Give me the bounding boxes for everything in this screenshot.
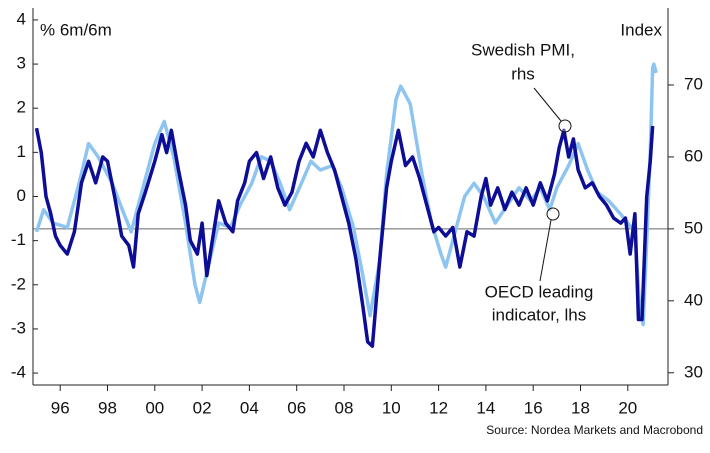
annotation-pointers	[533, 87, 572, 282]
y-tick-label: 1	[17, 142, 26, 161]
y2-tick-label: 60	[684, 146, 703, 165]
pointer-line	[533, 87, 562, 122]
x-tick-label: 04	[240, 398, 259, 417]
y2-tick-label: 40	[684, 290, 703, 309]
x-tick-label: 02	[193, 398, 212, 417]
y-tick-label: -4	[11, 363, 26, 382]
annotation: indicator, lhs	[492, 305, 587, 324]
left-axis-label: % 6m/6m	[40, 20, 112, 39]
y-tick-label: 4	[17, 9, 26, 28]
y-tick-label: 0	[17, 186, 26, 205]
pointer-circle	[558, 119, 572, 133]
source: Source: Nordea Markets and Macrobond	[486, 423, 703, 437]
x-tick-label: 16	[524, 398, 543, 417]
annotation: rhs	[511, 64, 535, 83]
y2-tick-label: 30	[684, 362, 703, 381]
y-tick-label: -1	[11, 230, 26, 249]
x-tick-label: 98	[98, 398, 117, 417]
x-tick-label: 20	[618, 398, 637, 417]
x-tick-label: 10	[382, 398, 401, 417]
y-tick-label: 3	[17, 54, 26, 73]
x-tick-label: 00	[145, 398, 164, 417]
y2-tick-label: 70	[684, 74, 703, 93]
y-tick-label: -3	[11, 318, 26, 337]
annotation: Swedish PMI,	[471, 40, 575, 59]
y-tick-label: -2	[11, 274, 26, 293]
x-tick-label: 06	[287, 398, 306, 417]
plot-area	[33, 62, 668, 348]
pointer-line	[539, 219, 552, 282]
x-tick-label: 12	[429, 398, 448, 417]
annotation: OECD leading	[485, 282, 594, 301]
pointer-circle	[546, 207, 560, 221]
y-tick-label: 2	[17, 98, 26, 117]
x-tick-label: 18	[571, 398, 590, 417]
y2-tick-label: 50	[684, 218, 703, 237]
x-tick-label: 08	[335, 398, 354, 417]
x-tick-label: 14	[476, 398, 495, 417]
right-axis-label: Index	[620, 20, 662, 39]
x-tick-label: 96	[51, 398, 70, 417]
series-line	[34, 125, 655, 348]
